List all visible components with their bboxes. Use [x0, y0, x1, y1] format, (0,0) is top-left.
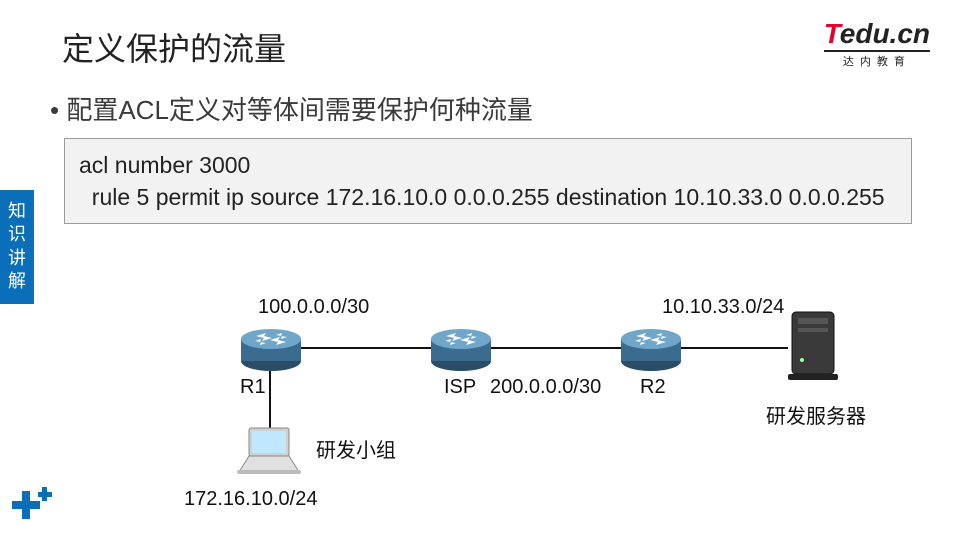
side-tab: 知 识 讲 解: [0, 190, 34, 304]
label-laptop: 研发小组: [316, 434, 396, 463]
acl-code-block: acl number 3000 rule 5 permit ip source …: [64, 138, 912, 224]
label-net-mid: 200.0.0.0/30: [490, 376, 601, 399]
slide-root: 定义保护的流量 Tedu.cn 达内教育 • 配置ACL定义对等体间需要保护何种…: [0, 0, 960, 540]
side-tab-char: 识: [0, 223, 34, 246]
label-r1: R1: [240, 376, 266, 399]
brand-logo: Tedu.cn 达内教育: [824, 18, 930, 69]
label-net-left: 100.0.0.0/30: [258, 296, 369, 319]
label-net-right-top: 10.10.33.0/24: [662, 296, 784, 319]
router-r2: [620, 328, 682, 377]
brand-logo-t: T: [824, 18, 840, 49]
router-isp: [430, 328, 492, 377]
server-node: [788, 310, 838, 387]
brand-logo-rest: edu.cn: [840, 18, 930, 49]
laptop-icon: [235, 426, 303, 476]
label-r2: R2: [640, 376, 666, 399]
router-icon: [240, 328, 302, 372]
corner-plus-icon: [12, 487, 54, 530]
side-tab-char: 知: [0, 200, 34, 223]
brand-logo-text: Tedu.cn: [824, 18, 930, 50]
router-icon: [430, 328, 492, 372]
side-tab-char: 讲: [0, 247, 34, 270]
laptop-node: [235, 426, 303, 481]
network-diagram: 100.0.0.0/30 10.10.33.0/24 R1 ISP 200.0.…: [0, 288, 960, 518]
label-laptop-ip: 172.16.10.0/24: [184, 488, 317, 511]
server-icon: [788, 310, 838, 382]
page-title: 定义保护的流量: [62, 24, 286, 70]
bullet-line: • 配置ACL定义对等体间需要保护何种流量: [50, 90, 533, 127]
brand-logo-sub: 达内教育: [824, 50, 930, 69]
label-isp: ISP: [444, 376, 476, 399]
label-server: 研发服务器: [766, 400, 866, 429]
router-r1: [240, 328, 302, 377]
router-icon: [620, 328, 682, 372]
